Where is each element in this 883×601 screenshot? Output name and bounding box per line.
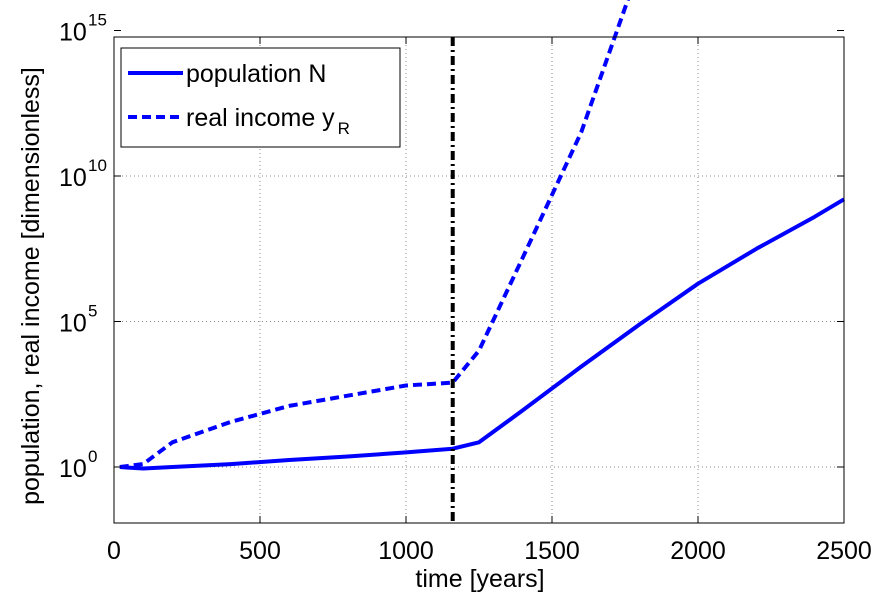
- x-tick-label: 1500: [524, 537, 580, 565]
- plot-frame: [113, 36, 845, 524]
- legend-label-income-subscript: R: [338, 119, 350, 138]
- y-tick-label: 10: [59, 164, 87, 192]
- y-tick-label: 10: [59, 19, 87, 47]
- y-tick-exponent: 5: [88, 302, 97, 321]
- series-layer: [119, 0, 846, 471]
- x-axis-label: time [years]: [415, 565, 544, 593]
- y-tick-label: 10: [59, 310, 87, 338]
- x-tick-label: 2500: [816, 537, 872, 565]
- grid: [114, 37, 844, 523]
- series-line-population: [119, 197, 846, 471]
- series-line-real-income: [119, 0, 630, 469]
- legend-label-income-main: real income y: [186, 104, 335, 132]
- x-tick-label: 0: [107, 537, 121, 565]
- y-axis-label: population, real income [dimensionless]: [17, 67, 45, 505]
- legend-label-population: population N: [186, 60, 326, 88]
- y-tick-label: 10: [59, 455, 87, 483]
- x-tick-label: 1000: [378, 537, 434, 565]
- x-tick-label: 2000: [670, 537, 726, 565]
- y-tick-exponent: 15: [88, 11, 107, 30]
- legend-box: [120, 47, 401, 148]
- y-tick-exponent: 0: [88, 447, 97, 466]
- y-tick-exponent: 10: [88, 156, 107, 175]
- x-tick-label: 500: [239, 537, 281, 565]
